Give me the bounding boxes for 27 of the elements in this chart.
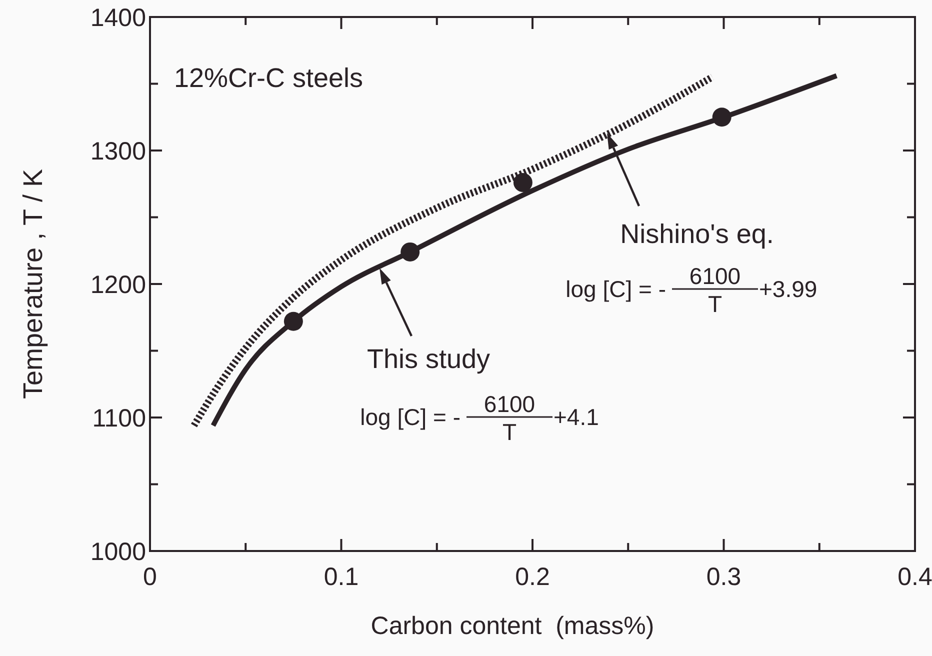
- point: [284, 312, 303, 331]
- annotation: 12%Cr-C steels: [174, 63, 364, 93]
- point: [513, 173, 532, 192]
- x-tick-label: 0.3: [706, 563, 742, 591]
- annotation: T: [502, 418, 517, 445]
- annotation: Nishino's eq.: [620, 219, 774, 249]
- annotation: 6100: [689, 263, 741, 289]
- annotation: T: [708, 291, 722, 317]
- annotation: 6100: [484, 390, 536, 417]
- y-tick-label: 1200: [90, 271, 146, 299]
- y-tick-label: 1300: [90, 138, 146, 166]
- annotation: log [C] = -: [360, 404, 460, 430]
- point: [712, 108, 732, 127]
- y-tick-label: 1100: [92, 404, 146, 432]
- annotation: This study: [366, 344, 491, 374]
- x-tick-label: 0.1: [324, 563, 359, 591]
- y-tick-label: 1000: [90, 538, 146, 566]
- x-tick-label: 0.4: [898, 563, 932, 591]
- annotation: +4.1: [554, 404, 599, 430]
- x-axis-title: Carbon content (mass%): [370, 612, 654, 640]
- point: [400, 242, 420, 262]
- x-tick-label: 0.2: [515, 563, 550, 591]
- x-tick-label: 0: [143, 563, 157, 591]
- y-tick-label: 1400: [90, 4, 146, 32]
- annotation: log [C] = -: [566, 276, 666, 302]
- annotation: +3.99: [759, 276, 818, 302]
- y-axis-title: Temperature , T / K: [18, 168, 48, 400]
